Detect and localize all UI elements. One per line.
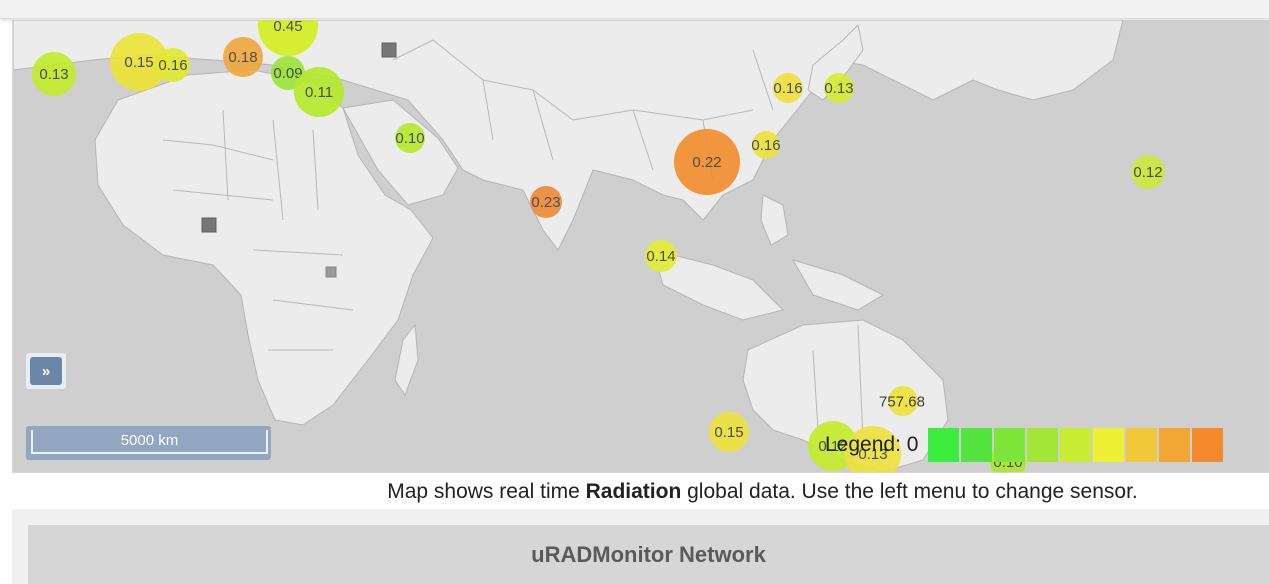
- marker-value: 0.16: [158, 56, 188, 74]
- marker-value: 0.11: [304, 83, 334, 101]
- marker-value: 0.13: [39, 65, 69, 83]
- radiation-map[interactable]: 0.45 0.13 0.15 0.16 0.18 0.09 0.11 0.10 …: [12, 20, 1269, 473]
- offline-station-marker[interactable]: [325, 266, 337, 278]
- marker-value: 0.12: [1133, 163, 1163, 181]
- marker-value: 0.18: [228, 48, 258, 66]
- radiation-marker[interactable]: 0.10: [395, 123, 425, 153]
- radiation-marker[interactable]: 0.16: [773, 73, 803, 103]
- legend-swatch: [1126, 428, 1158, 462]
- radiation-marker[interactable]: 0.22: [674, 129, 740, 195]
- radiation-marker[interactable]: 0.16: [751, 131, 781, 159]
- offline-station-marker[interactable]: [201, 217, 217, 233]
- offline-station-marker[interactable]: [381, 42, 397, 58]
- radiation-marker[interactable]: 0.14: [645, 240, 677, 272]
- legend-swatch: [928, 428, 960, 462]
- radiation-marker[interactable]: 0.13: [32, 52, 76, 96]
- marker-value: 0.14: [646, 247, 676, 265]
- radiation-marker[interactable]: 0.23: [530, 186, 562, 218]
- marker-value: 0.23: [531, 193, 561, 211]
- legend-swatch: [1192, 428, 1224, 462]
- marker-value: 0.22: [692, 153, 722, 171]
- caption-prefix: Map shows real time: [387, 480, 586, 503]
- marker-value: 0.10: [395, 129, 425, 147]
- legend-swatch: [1159, 428, 1191, 462]
- double-chevron-right-icon: »: [30, 357, 62, 385]
- marker-value: 0.15: [714, 423, 744, 441]
- marker-value: 0.45: [273, 20, 303, 35]
- scale-label: 5000 km: [31, 430, 268, 454]
- radiation-marker[interactable]: 0.16: [156, 48, 190, 82]
- radiation-marker[interactable]: 0.13: [824, 73, 854, 103]
- radiation-marker[interactable]: 0.11: [294, 67, 344, 117]
- radiation-marker-outlier[interactable]: [888, 386, 918, 416]
- marker-value: 0.13: [824, 79, 854, 97]
- legend-swatch: [1093, 428, 1125, 462]
- radiation-marker[interactable]: 0.12: [1131, 155, 1165, 189]
- top-header-strip: [0, 0, 1269, 19]
- caption-suffix: global data. Use the left menu to change…: [681, 480, 1138, 503]
- marker-value: 0.16: [773, 79, 803, 97]
- map-scale-bar: 5000 km: [26, 426, 271, 460]
- map-legend: Legend: 0: [825, 425, 1225, 465]
- footer-section: uRADMonitor Network: [12, 509, 1269, 584]
- radiation-marker[interactable]: 0.15: [709, 412, 749, 452]
- caption-sensor-name: Radiation: [585, 480, 682, 503]
- legend-swatch: [1060, 428, 1092, 462]
- footer-title: uRADMonitor Network: [28, 525, 1269, 584]
- legend-label: Legend: 0: [825, 433, 919, 456]
- legend-swatch: [961, 428, 993, 462]
- map-caption: Map shows real time Radiation global dat…: [0, 480, 1269, 504]
- marker-value: 0.16: [751, 136, 781, 154]
- marker-value: 0.15: [124, 53, 154, 71]
- legend-swatch: [1027, 428, 1059, 462]
- outlier-marker-value: 757.68: [879, 393, 925, 411]
- legend-swatch: [994, 428, 1026, 462]
- map-landmass: [13, 20, 1124, 472]
- expand-menu-button[interactable]: »: [26, 353, 66, 389]
- radiation-marker[interactable]: 0.18: [223, 37, 263, 77]
